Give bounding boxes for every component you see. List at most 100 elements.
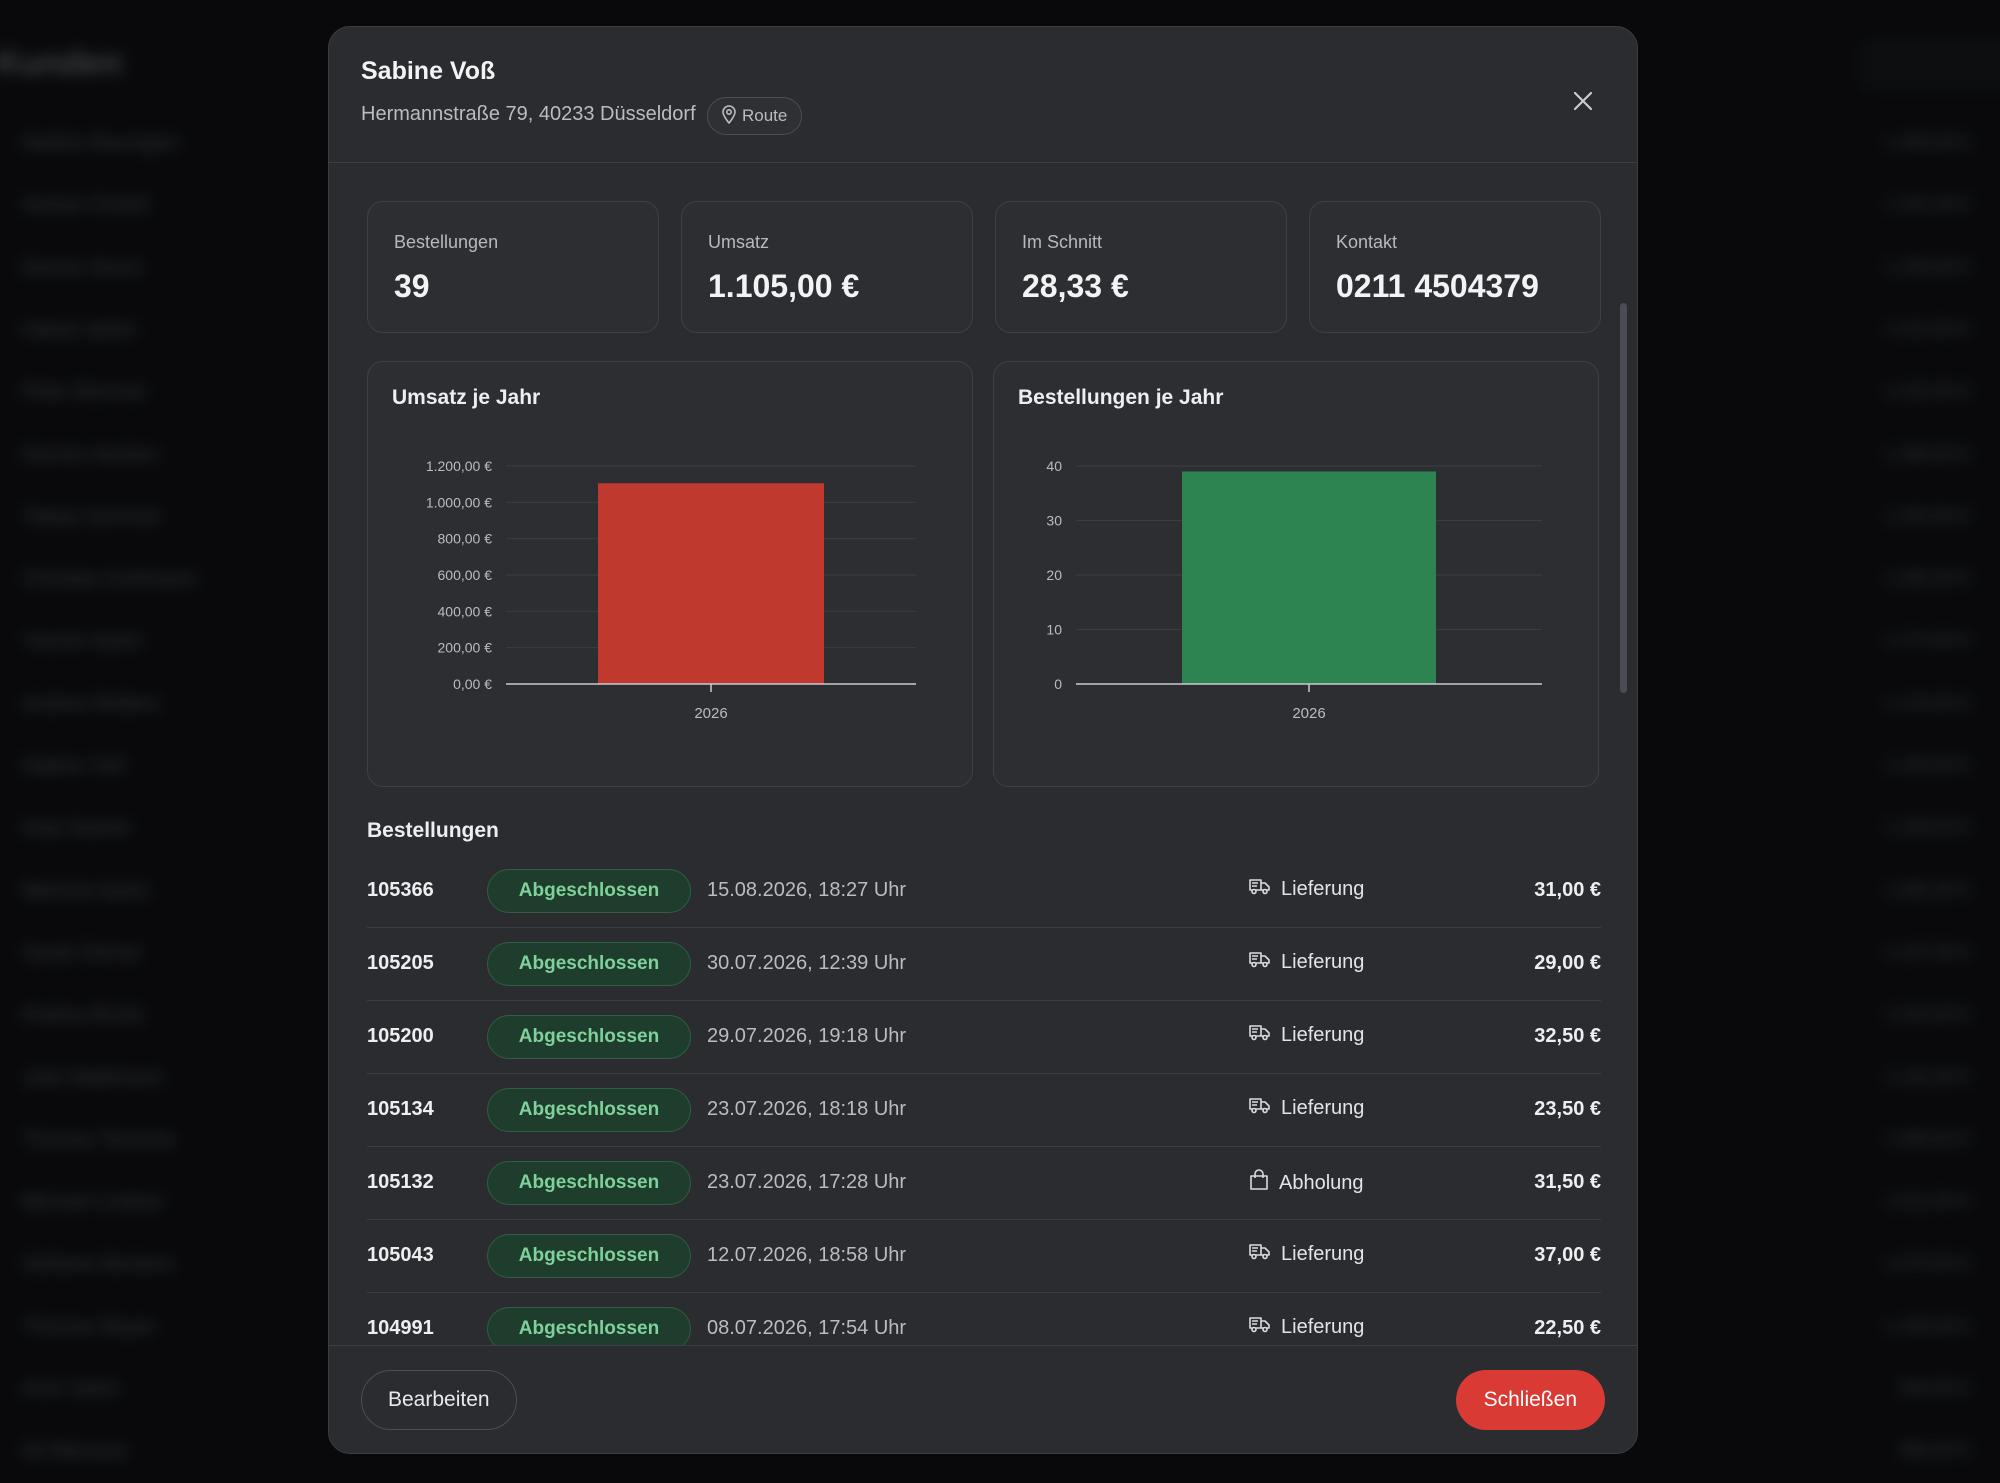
edit-button[interactable]: Bearbeiten bbox=[361, 1370, 517, 1430]
customer-address: Hermannstraße 79, 40233 Düsseldorf bbox=[361, 103, 696, 125]
status-badge: Abgeschlossen bbox=[487, 1234, 691, 1278]
background-row-name: Nadine Baumgart bbox=[22, 132, 178, 154]
order-type-label: Lieferung bbox=[1281, 1315, 1365, 1338]
stat-card-revenue: Umsatz 1.105,00 € bbox=[681, 201, 973, 333]
bar[interactable] bbox=[1182, 471, 1436, 684]
background-row-value: 1.222,00 € bbox=[1884, 381, 1970, 402]
background-row-value: 1.203,50 € bbox=[1884, 505, 1970, 526]
background-row: Hakan Şahin 1.313,50 € bbox=[22, 311, 1970, 351]
order-row[interactable]: 105205 Abgeschlossen 30.07.2026, 12:39 Uhr… bbox=[367, 928, 1601, 1001]
background-row-name: Ali Mansour bbox=[22, 1440, 128, 1463]
bar[interactable] bbox=[598, 483, 824, 684]
background-row-value: 1.106,00 € bbox=[1884, 1315, 1970, 1336]
background-row-value: 906,00 € bbox=[1899, 1440, 1970, 1461]
background-row-value: 1.308,50 € bbox=[1884, 443, 1970, 464]
route-button[interactable]: Route bbox=[707, 97, 803, 135]
customer-detail-modal: Sabine Voß Hermannstraße 79, 40233 Düsse… bbox=[328, 26, 1638, 1454]
background-row: Thomas Tertsche 1.099,50 € bbox=[22, 1121, 1970, 1161]
background-row-value: 1.239,00 € bbox=[1884, 256, 1970, 277]
background-row-name: Serkan Öztürk bbox=[22, 194, 150, 217]
stat-label: Umsatz bbox=[708, 232, 770, 252]
background-row-name: Andrea Wolters bbox=[22, 692, 160, 715]
background-row: Sarah Dörner 1.247,00 € bbox=[22, 934, 1970, 974]
background-row-value: 1.102,00 € bbox=[1884, 1066, 1970, 1087]
background-row-name: Thomas Mayer bbox=[22, 1315, 156, 1338]
modal-scrollbar[interactable] bbox=[1620, 303, 1627, 693]
background-search-input bbox=[1860, 40, 2000, 90]
background-row-name: Anja Nasser bbox=[22, 817, 131, 840]
order-id: 105043 bbox=[367, 1244, 434, 1266]
y-tick-label: 0,00 € bbox=[453, 676, 492, 692]
stat-label: Im Schnitt bbox=[1022, 232, 1103, 252]
background-row: Thomas Mayer 1.106,00 € bbox=[22, 1308, 1970, 1348]
background-title: Kunden bbox=[0, 44, 123, 82]
x-tick-label: 2026 bbox=[694, 705, 727, 722]
orders-list: 105366 Abgeschlossen 15.08.2026, 18:27 Uhr… bbox=[367, 855, 1601, 1347]
background-row-value: 1.015,50 € bbox=[1884, 1004, 1970, 1025]
background-row: Yasmin Aydın 1.274,50 € bbox=[22, 622, 1970, 662]
order-type: Lieferung bbox=[1249, 1315, 1364, 1339]
order-row[interactable]: 105132 Abgeschlossen 23.07.2026, 17:28 Uhr… bbox=[367, 1147, 1601, 1220]
order-amount: 32,50 € bbox=[1534, 1025, 1601, 1047]
order-row[interactable]: 104991 Abgeschlossen 08.07.2026, 17:54 Uhr… bbox=[367, 1293, 1601, 1347]
background-row: Julia Waldmann 1.102,00 € bbox=[22, 1059, 1970, 1099]
truck-icon bbox=[1249, 1242, 1271, 1266]
modal-footer: Bearbeiten Schließen bbox=[329, 1345, 1637, 1453]
route-button-label: Route bbox=[742, 106, 788, 125]
order-amount: 31,00 € bbox=[1534, 879, 1601, 901]
y-tick-label: 0 bbox=[1054, 676, 1062, 692]
stat-card-orders: Bestellungen 39 bbox=[367, 201, 659, 333]
customer-name: Sabine Voß bbox=[361, 57, 496, 85]
order-date: 30.07.2026, 12:39 Uhr bbox=[707, 952, 907, 974]
truck-icon bbox=[1249, 1315, 1271, 1339]
background-row-name: Tobias Sommer bbox=[22, 505, 161, 528]
y-tick-label: 400,00 € bbox=[438, 603, 493, 619]
background-row-value: 840,50 € bbox=[1899, 1378, 1970, 1398]
background-row: Peter Brenner 1.222,00 € bbox=[22, 373, 1970, 413]
modal-header: Sabine Voß Hermannstraße 79, 40233 Düsse… bbox=[329, 27, 1637, 163]
background-row-name: Christian Kuhlmann bbox=[22, 568, 197, 591]
background-row-value: 1.099,50 € bbox=[1884, 1128, 1970, 1149]
order-row[interactable]: 105366 Abgeschlossen 15.08.2026, 18:27 Uhr… bbox=[367, 855, 1601, 928]
x-tick-label: 2026 bbox=[1292, 705, 1325, 722]
orders-per-year-chart: Bestellungen je Jahr 0 10 20 30 40 2026 bbox=[993, 361, 1599, 787]
order-id: 105200 bbox=[367, 1025, 434, 1047]
order-amount: 22,50 € bbox=[1534, 1317, 1601, 1339]
truck-icon bbox=[1249, 877, 1271, 901]
background-row-name: Julia Waldmann bbox=[22, 1066, 164, 1089]
order-id: 105132 bbox=[367, 1171, 434, 1193]
background-row-name: Thomas Tertsche bbox=[22, 1128, 176, 1151]
y-tick-label: 20 bbox=[1046, 567, 1062, 583]
order-date: 15.08.2026, 18:27 Uhr bbox=[707, 879, 907, 901]
order-type-label: Lieferung bbox=[1281, 1023, 1365, 1046]
order-date: 08.07.2026, 17:54 Uhr bbox=[707, 1317, 907, 1339]
background-row-value: 1.274,50 € bbox=[1884, 630, 1970, 651]
background-row-name: Dennis Hecken bbox=[22, 443, 158, 466]
background-row: Amir Sahin 840,50 € bbox=[22, 1370, 1970, 1410]
close-icon[interactable] bbox=[1565, 83, 1601, 119]
y-tick-label: 1.000,00 € bbox=[426, 494, 492, 510]
background-row-name: Hakan Şahin bbox=[22, 318, 137, 341]
order-amount: 29,00 € bbox=[1534, 952, 1601, 974]
map-pin-icon bbox=[720, 104, 738, 129]
background-row-name: Yasmin Aydın bbox=[22, 630, 143, 653]
order-row[interactable]: 105043 Abgeschlossen 12.07.2026, 18:58 Uhr… bbox=[367, 1220, 1601, 1293]
order-type: Lieferung bbox=[1249, 1096, 1364, 1120]
stat-value: 39 bbox=[394, 268, 430, 304]
order-type-label: Lieferung bbox=[1281, 1242, 1365, 1265]
status-badge: Abgeschlossen bbox=[487, 869, 691, 913]
order-row[interactable]: 105134 Abgeschlossen 23.07.2026, 18:18 Uhr… bbox=[367, 1074, 1601, 1147]
background-row: Andrea Wolters 1.124,00 € bbox=[22, 685, 1970, 725]
background-row: Dennis Sturm 1.239,00 € bbox=[22, 249, 1970, 289]
y-tick-label: 600,00 € bbox=[438, 567, 493, 583]
order-type-label: Lieferung bbox=[1281, 950, 1365, 973]
background-row-value: 1.070,00 € bbox=[1884, 1253, 1970, 1274]
modal-body[interactable]: Bestellungen 39 Umsatz 1.105,00 € Im Sch… bbox=[329, 163, 1637, 1347]
background-row-value: 1.247,00 € bbox=[1884, 941, 1970, 962]
order-row[interactable]: 105200 Abgeschlossen 29.07.2026, 19:18 Uhr… bbox=[367, 1001, 1601, 1074]
background-row-name: Stefanie Beckers bbox=[22, 1253, 174, 1276]
background-row: Anja Nasser 1.106,50 € bbox=[22, 809, 1970, 849]
close-button[interactable]: Schließen bbox=[1455, 1370, 1605, 1430]
order-type: Abholung bbox=[1249, 1169, 1364, 1197]
background-row-name: Sarah Dörner bbox=[22, 941, 143, 964]
